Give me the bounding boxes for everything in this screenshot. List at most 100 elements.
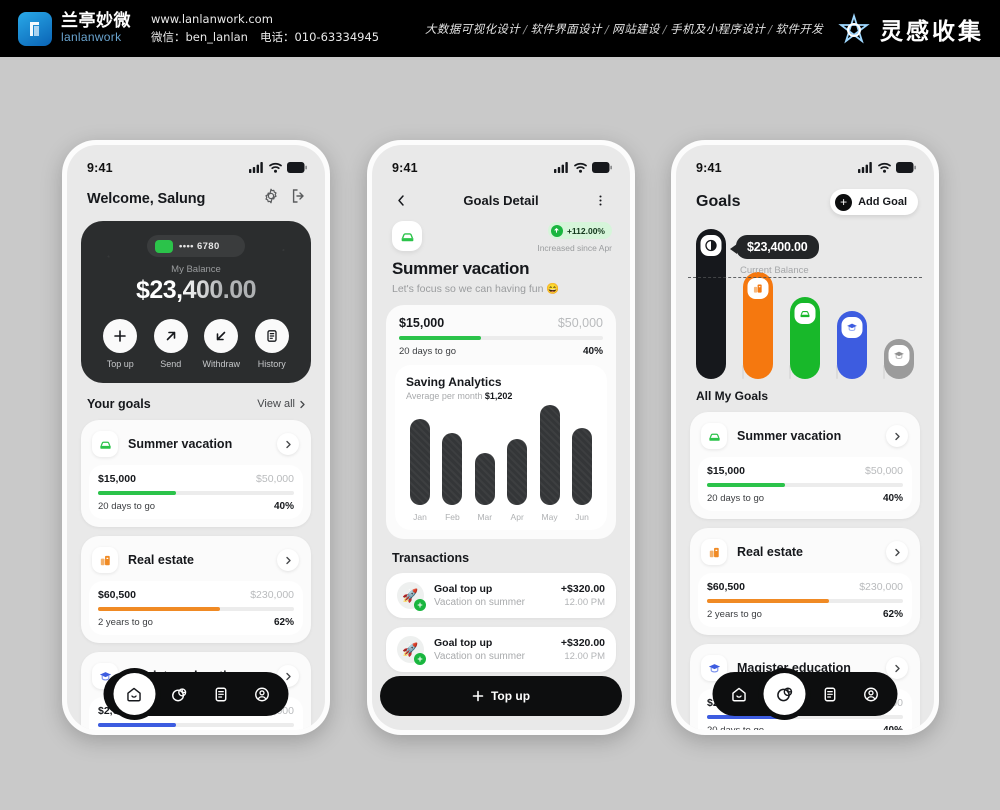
transaction-time: 12.00 PM	[564, 651, 605, 662]
car-icon	[701, 423, 727, 449]
goal-card-summer-vacation[interactable]: Summer vacation $15,000 $50,000 20 days …	[81, 420, 311, 527]
chart-column-magister-education[interactable]	[835, 311, 869, 379]
action-withdraw[interactable]: Withdraw	[196, 319, 247, 369]
nav-item-analytics[interactable]	[763, 673, 806, 715]
goal-title: Summer vacation	[737, 429, 842, 443]
balance-tooltip-label: Current Balance	[740, 265, 809, 276]
status-time: 9:41	[392, 160, 418, 175]
all-my-goals-title: All My Goals	[696, 389, 769, 403]
building-icon	[92, 547, 118, 573]
goal-card-summer-vacation[interactable]: Summer vacation $15,000 $50,000 20 days …	[690, 412, 920, 519]
goal-percent: 40%	[582, 346, 603, 357]
chart-column-summer-vacation[interactable]	[788, 297, 822, 379]
balance-tooltip-amount: $23,400.00	[747, 240, 808, 254]
service-0: 大数据可视化设计	[425, 22, 521, 36]
chevron-right-icon[interactable]	[886, 425, 908, 447]
status-icons	[554, 162, 612, 173]
coin-icon	[700, 235, 722, 256]
phone-mockup-goal-detail: 9:41	[367, 140, 635, 735]
top-up-button[interactable]: Top up	[380, 676, 622, 716]
status-time: 9:41	[87, 160, 113, 175]
battery-icon	[592, 162, 612, 173]
transaction-row[interactable]: 🚀 + Goal top up Vacation on summer +$320.…	[386, 627, 616, 672]
car-icon	[392, 221, 422, 251]
chart-column: Apr	[506, 439, 528, 522]
plus-badge-icon: +	[414, 653, 426, 665]
action-top-up[interactable]: Top up	[95, 319, 146, 369]
chart-column-new-goal[interactable]	[882, 339, 916, 379]
phone-label: 电话：	[259, 29, 295, 44]
welcome-title: Welcome, Salung	[87, 190, 206, 207]
status-bar: 9:41	[372, 145, 630, 179]
goal-progress-bar	[707, 599, 903, 603]
logout-icon[interactable]	[291, 188, 307, 209]
nav-item-analytics[interactable]	[162, 677, 196, 711]
arrow-up-icon	[550, 224, 563, 237]
plus-icon	[472, 690, 484, 702]
goal-time-left: 20 days to go	[707, 725, 764, 730]
status-icons	[858, 162, 916, 173]
goal-current-amount: $15,000	[707, 465, 745, 477]
balance-reference-line	[688, 277, 922, 278]
nav-item-profile[interactable]	[854, 677, 888, 711]
add-goal-button[interactable]: + Add Goal	[830, 189, 918, 215]
chevron-left-icon[interactable]	[390, 189, 412, 211]
view-all-link[interactable]: View all	[257, 398, 307, 410]
chart-column-current-balance[interactable]	[694, 229, 728, 379]
receipt-icon	[254, 319, 289, 353]
goal-progress-panel: $15,000 $50,000 20 days to go 40% Saving…	[386, 305, 616, 539]
add-goal-label: Add Goal	[858, 196, 907, 208]
action-label: Top up	[106, 359, 134, 369]
goal-percent: 40%	[273, 501, 294, 512]
services-list: 大数据可视化设计 / 软件界面设计 / 网站建设 / 手机及小程序设计 / 软件开发	[425, 22, 824, 36]
goal-card-real-estate[interactable]: Real estate $60,500 $230,000 2 years to …	[81, 536, 311, 643]
goal-card-real-estate[interactable]: Real estate $60,500 $230,000 2 years to …	[690, 528, 920, 635]
action-history[interactable]: History	[247, 319, 298, 369]
card-number: •••• 6780	[179, 240, 220, 252]
collect-star-icon	[838, 13, 870, 44]
bottom-nav-bar	[103, 672, 289, 716]
analytics-sub-prefix: Average per month	[406, 391, 485, 401]
action-send[interactable]: Send	[146, 319, 197, 369]
card-chip: •••• 6780	[147, 235, 245, 257]
wifi-icon	[269, 162, 282, 173]
chart-column-real-estate[interactable]	[741, 272, 775, 379]
gear-icon[interactable]	[263, 188, 279, 209]
goal-current-amount: $15,000	[98, 473, 136, 485]
chevron-right-icon[interactable]	[277, 433, 299, 455]
car-icon	[92, 431, 118, 457]
goals-header: Goals + Add Goal	[676, 179, 934, 215]
chevron-right-icon[interactable]	[886, 657, 908, 679]
home-icon	[732, 687, 746, 701]
chart-x-label: Mar	[477, 512, 493, 522]
goals-chart-bars	[688, 227, 922, 379]
analytics-title: Saving Analytics	[406, 375, 502, 389]
transaction-desc: Vacation on summer	[434, 597, 525, 608]
goal-current-amount: $15,000	[399, 316, 445, 330]
battery-icon	[896, 162, 916, 173]
battery-icon	[287, 162, 307, 173]
plus-circle-icon: +	[835, 193, 853, 211]
nav-item-documents[interactable]	[204, 677, 238, 711]
detail-header: Goals Detail	[372, 179, 630, 211]
rocket-icon: 🚀 +	[397, 582, 426, 611]
chart-column: Jan	[409, 419, 431, 522]
lanlanwork-logo-icon	[18, 11, 52, 46]
nav-item-profile[interactable]	[245, 677, 279, 711]
transaction-row[interactable]: 🚀 + Goal top up Vacation on summer +$320.…	[386, 573, 616, 618]
nav-item-home[interactable]	[722, 677, 756, 711]
goal-target-amount: $50,000	[557, 316, 603, 330]
goal-target-amount: $230,000	[859, 581, 903, 593]
goal-time-left: 20 days to go	[707, 493, 765, 504]
plus-badge-icon: +	[414, 599, 426, 611]
chart-column: Feb	[441, 433, 463, 522]
balance-actions: Top up Send Withdraw	[95, 319, 297, 369]
goals-bar-chart: $23,400.00 Current Balance	[688, 227, 922, 379]
transaction-desc: Vacation on summer	[434, 651, 525, 662]
nav-item-home[interactable]	[113, 673, 156, 715]
more-vertical-icon[interactable]	[590, 189, 612, 211]
chevron-right-icon[interactable]	[886, 541, 908, 563]
status-time: 9:41	[696, 160, 722, 175]
chevron-right-icon[interactable]	[277, 549, 299, 571]
nav-item-documents[interactable]	[813, 677, 847, 711]
